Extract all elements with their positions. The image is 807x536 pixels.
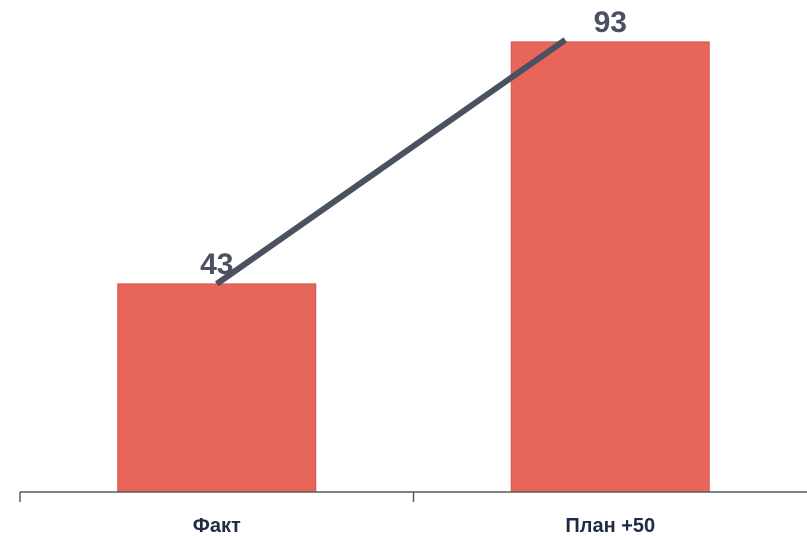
x-axis <box>19 491 807 502</box>
data-label-1: 43 <box>200 248 233 281</box>
bar-1 <box>117 283 317 493</box>
bar-2 <box>510 41 710 493</box>
category-label-2: План +50 <box>565 515 655 536</box>
data-label-2: 93 <box>594 6 627 39</box>
connector-line <box>215 37 567 287</box>
data-labels-group: 43 93 <box>200 6 627 281</box>
category-labels-group: Факт План +50 <box>193 515 655 536</box>
category-label-1: Факт <box>193 515 241 536</box>
bars-group <box>117 41 710 493</box>
